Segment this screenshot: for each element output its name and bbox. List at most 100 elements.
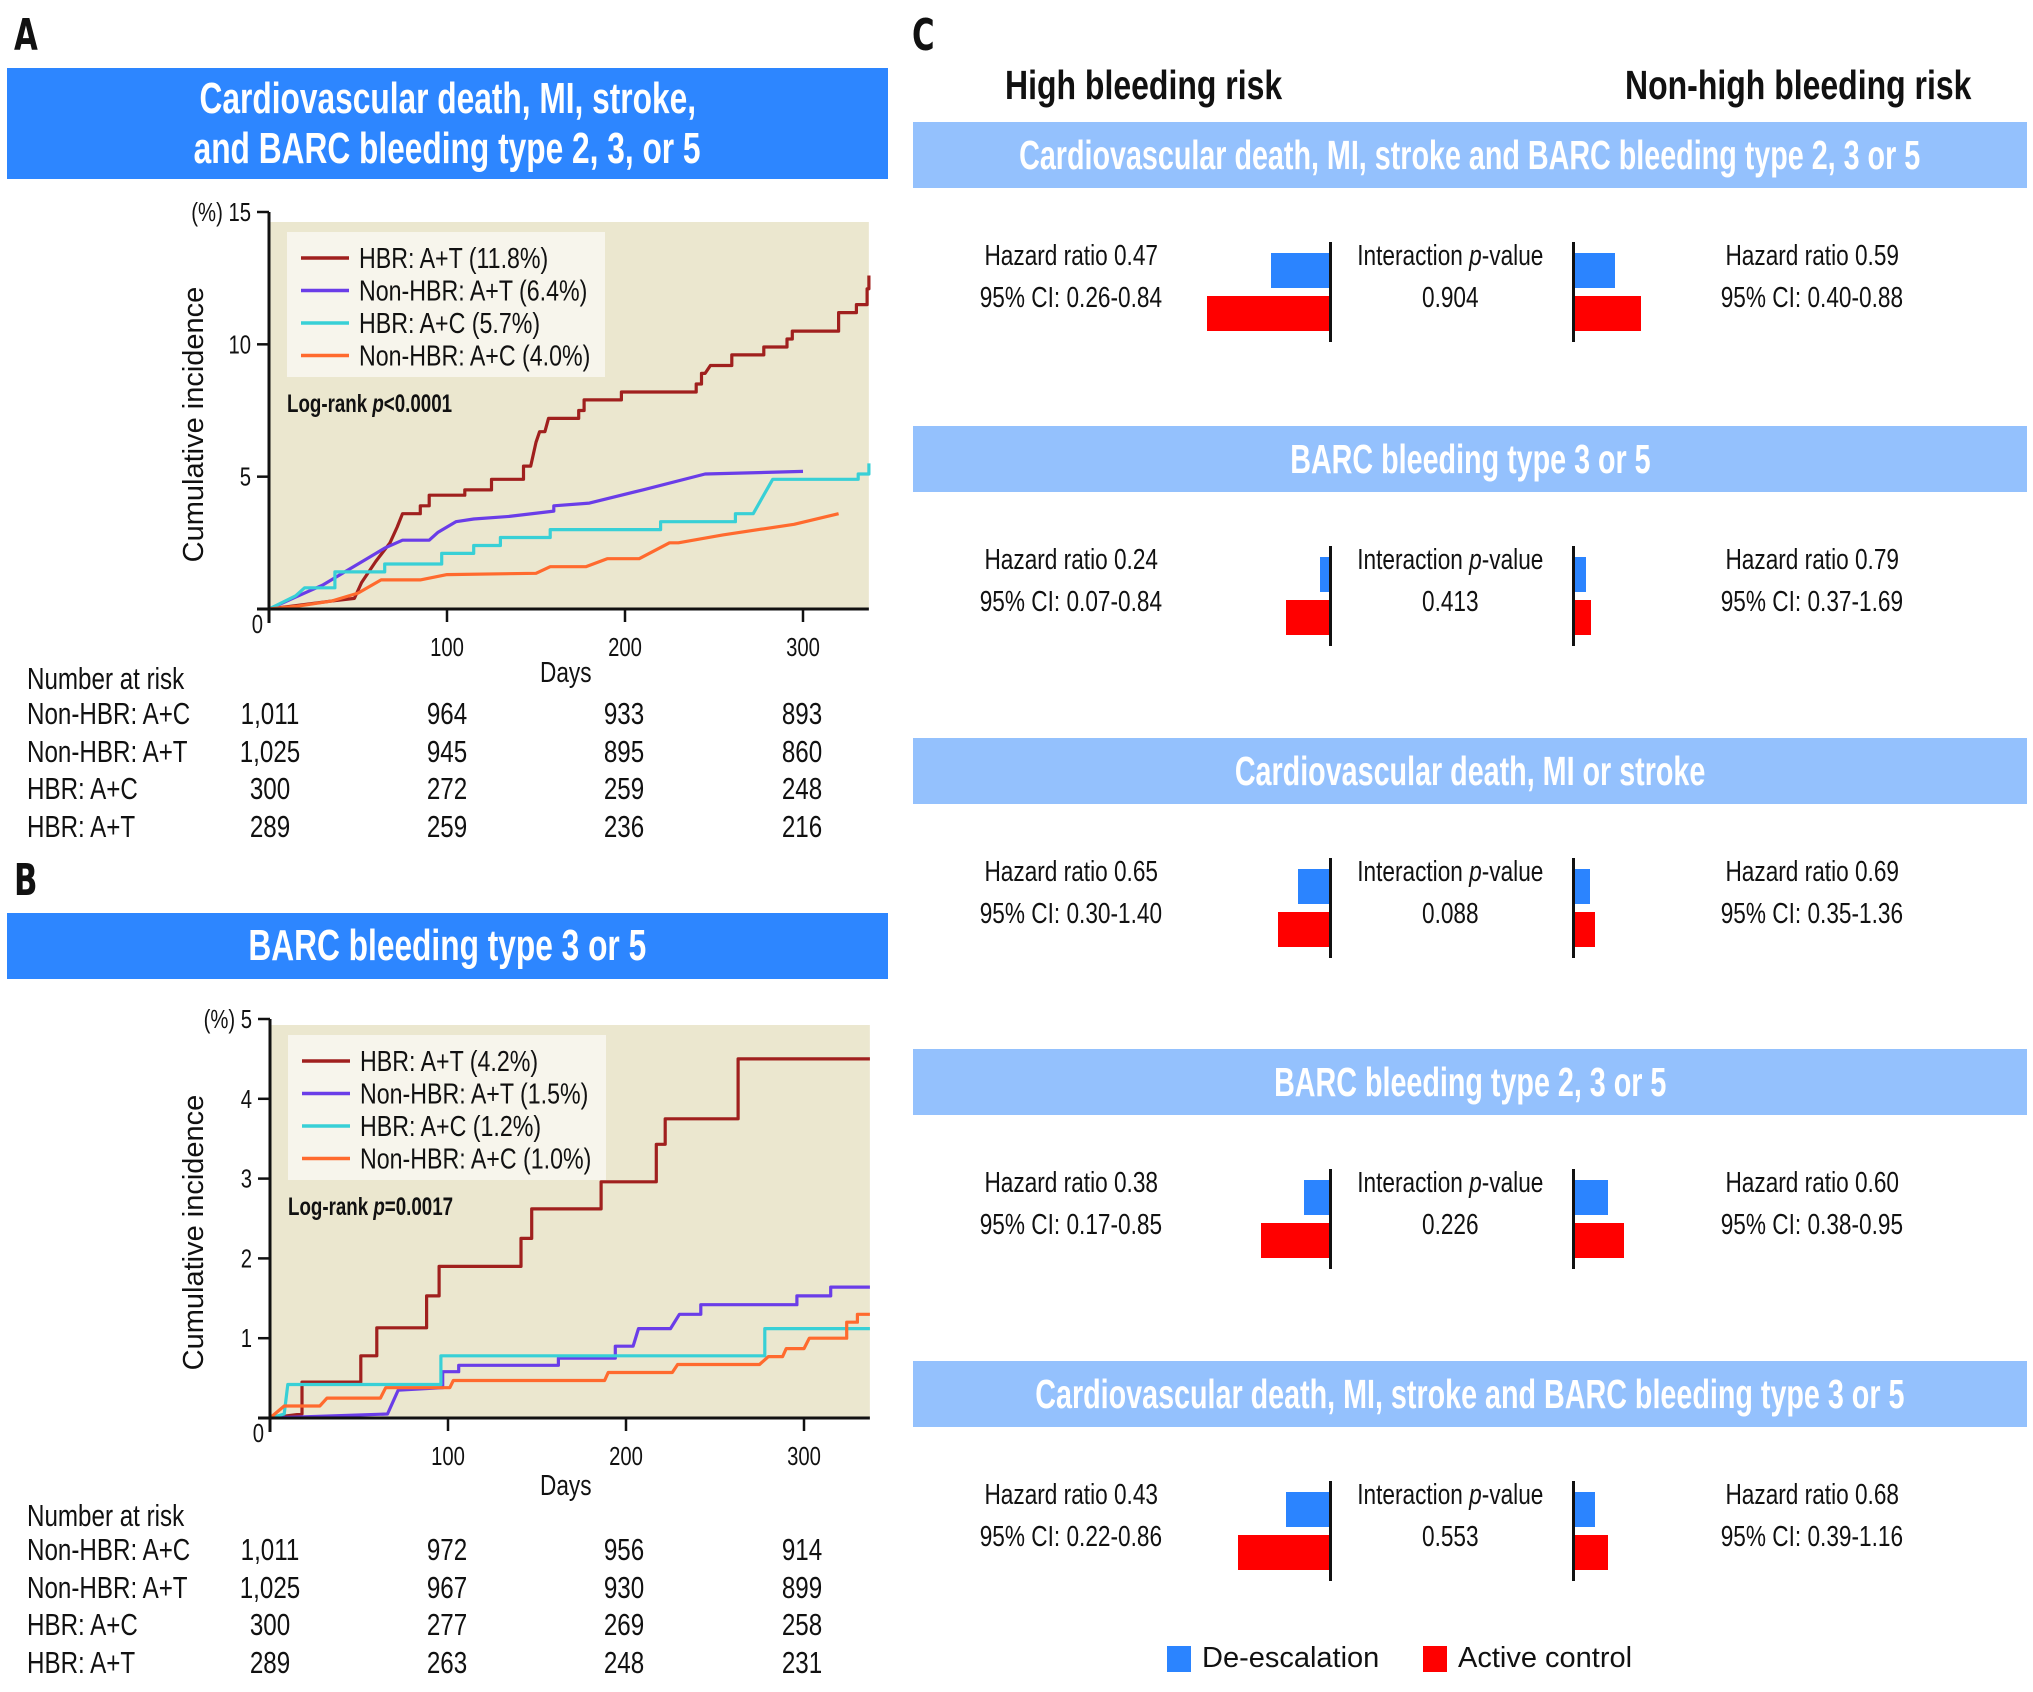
de-escalation-label: De-escalation [1202, 1642, 1380, 1674]
hbr-active-control-bar [1278, 912, 1330, 947]
y-tick-label: 4 [241, 1084, 252, 1113]
hbr-active-control-bar [1261, 1223, 1330, 1258]
risk-value: 259 [426, 808, 468, 844]
x-axis-label: Days [540, 1470, 592, 1502]
risk-table-row: HBR: A+T 289 263 248 231 [0, 1645, 900, 1681]
risk-value: 945 [426, 733, 468, 769]
risk-value: 259 [603, 771, 645, 806]
column-header-hbr: High bleeding risk [1005, 62, 1360, 109]
hbr-active-control-bar [1207, 296, 1330, 331]
risk-value: 272 [426, 771, 468, 806]
nonhbr-reference-line [1571, 242, 1575, 342]
nonhbr-active-control-bar [1573, 600, 1592, 635]
y-tick-label: 3 [241, 1164, 252, 1193]
hbr-confidence-interval: 95% CI: 0.07-0.84 [979, 586, 1163, 618]
risk-value: 967 [426, 1569, 468, 1605]
interaction-p-value: 0.088 [1421, 898, 1479, 930]
risk-value: 860 [781, 733, 823, 769]
outcome-title: BARC bleeding type 3 or 5 [1289, 435, 1651, 482]
outcome-band: BARC bleeding type 3 or 5 [913, 426, 2027, 492]
panel-b-title-band: BARC bleeding type 3 or 5 [7, 913, 888, 979]
nonhbr-hazard-ratio: Hazard ratio 0.60 [1725, 1167, 1899, 1199]
origin-label: 0 [252, 610, 263, 639]
legend-box [288, 1035, 606, 1180]
risk-value: 1,011 [240, 1532, 300, 1567]
panel-b-chart: HBR: A+T (4.2%)Non-HBR: A+T (1.5%)HBR: A… [178, 1005, 870, 1471]
hbr-de-escalation-bar [1298, 869, 1330, 904]
log-rank-annotation: Log-rank p=0.0017 [288, 1192, 453, 1220]
nonhbr-hazard-ratio: Hazard ratio 0.68 [1725, 1479, 1899, 1511]
nonhbr-de-escalation-bar [1573, 557, 1587, 592]
column-header-nonhbr-text: Non-high bleeding risk [1625, 62, 1972, 108]
km-curve [268, 512, 839, 611]
risk-value: 258 [781, 1607, 823, 1642]
nonhbr-active-control-bar [1573, 1535, 1609, 1570]
interaction-p-value: 0.413 [1421, 586, 1479, 618]
risk-value: 930 [603, 1569, 645, 1605]
risk-row-label: HBR: A+C [27, 1607, 138, 1642]
nonhbr-confidence-interval: 95% CI: 0.37-1.69 [1720, 586, 1904, 618]
panel-a-chart: HBR: A+T (11.8%)Non-HBR: A+T (6.4%)HBR: … [178, 198, 871, 662]
x-tick-label: 300 [786, 633, 820, 662]
outcome-band: Cardiovascular death, MI, stroke and BAR… [913, 1361, 2027, 1427]
outcome-title: Cardiovascular death, MI, stroke and BAR… [1035, 1370, 1905, 1417]
x-axis-label: Days [540, 657, 592, 689]
de-escalation-swatch [1167, 1646, 1191, 1672]
risk-row-label: Non-HBR: A+C [27, 696, 191, 731]
risk-value: 248 [781, 771, 823, 806]
nonhbr-reference-line [1571, 858, 1575, 958]
origin-label: 0 [253, 1419, 264, 1448]
nonhbr-hazard-ratio: Hazard ratio 0.79 [1725, 544, 1899, 576]
panel-a-risk-table: Number at risk Days Non-HBR: A+C 1,011 964… [0, 655, 900, 855]
x-tick-label: 300 [787, 1442, 821, 1471]
hbr-de-escalation-bar [1303, 1180, 1330, 1215]
risk-value: 300 [249, 1607, 291, 1642]
risk-value: 1,025 [239, 1569, 301, 1605]
hbr-reference-line [1328, 242, 1332, 342]
y-tick-label: 2 [241, 1244, 252, 1273]
legend-label: Non-HBR: A+T (6.4%) [359, 274, 587, 307]
nonhbr-de-escalation-bar [1573, 253, 1615, 288]
outcome-band: BARC bleeding type 2, 3 or 5 [913, 1049, 2027, 1115]
outcome-title: Cardiovascular death, MI or stroke [1234, 747, 1706, 794]
risk-row-label: Non-HBR: A+C [27, 1532, 191, 1567]
outcome-title: BARC bleeding type 2, 3 or 5 [1273, 1058, 1667, 1105]
risk-value: 289 [249, 1644, 291, 1680]
active-control-swatch [1423, 1646, 1447, 1672]
risk-row-label: Non-HBR: A+T [27, 733, 188, 769]
hbr-de-escalation-bar [1285, 1492, 1330, 1527]
panel-letter-a: A [14, 10, 38, 61]
risk-table-title: Number at risk [27, 1498, 185, 1533]
risk-value: 289 [249, 808, 291, 844]
x-tick-label: 100 [430, 633, 464, 662]
y-tick-label: (%) 15 [191, 198, 251, 227]
nonhbr-active-control-bar [1573, 1223, 1624, 1258]
hbr-confidence-interval: 95% CI: 0.26-0.84 [979, 282, 1163, 314]
nonhbr-active-control-bar [1573, 296, 1642, 331]
nonhbr-reference-line [1571, 1169, 1575, 1269]
hbr-de-escalation-bar [1320, 557, 1330, 592]
risk-row-label: Non-HBR: A+T [27, 1569, 188, 1605]
y-axis-label: Cumulative incidence [178, 287, 210, 563]
km-curve [269, 1057, 870, 1420]
risk-value: 231 [781, 1644, 823, 1680]
interaction-p-value: 0.904 [1421, 282, 1479, 314]
legend-label: Non-HBR: A+C (1.0%) [360, 1142, 591, 1175]
risk-value: 914 [781, 1532, 823, 1567]
panel-a-title-line1: Cardiovascular death, MI, stroke, [199, 74, 696, 124]
km-curve [268, 469, 804, 611]
interaction-label: Interaction p-value [1356, 240, 1544, 272]
hbr-confidence-interval: 95% CI: 0.17-0.85 [979, 1209, 1163, 1241]
hbr-confidence-interval: 95% CI: 0.30-1.40 [979, 898, 1163, 930]
panel-b-title: BARC bleeding type 3 or 5 [248, 921, 647, 971]
risk-row-label: HBR: A+T [27, 808, 136, 844]
nonhbr-reference-line [1571, 1481, 1575, 1581]
risk-table-row: Non-HBR: A+C 1,011 964 933 893 [0, 696, 900, 732]
nonhbr-confidence-interval: 95% CI: 0.39-1.16 [1720, 1521, 1904, 1553]
hbr-hazard-ratio: Hazard ratio 0.47 [984, 240, 1158, 272]
x-tick-label: 200 [609, 1442, 643, 1471]
y-axis-label: Cumulative incidence [178, 1095, 210, 1371]
hbr-de-escalation-bar [1270, 253, 1330, 288]
panel-letter-c: C [912, 10, 935, 61]
hbr-hazard-ratio: Hazard ratio 0.65 [984, 856, 1158, 888]
